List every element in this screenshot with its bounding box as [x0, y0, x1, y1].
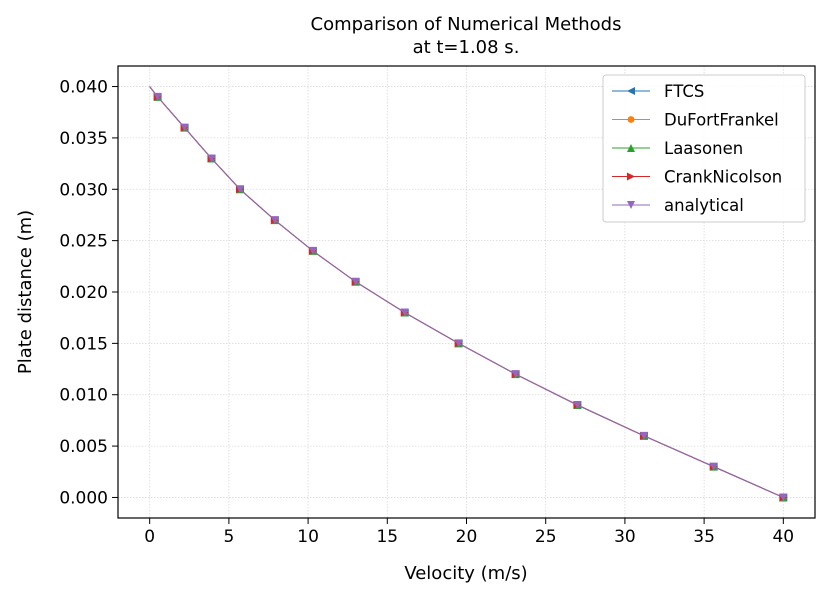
y-tick-label: 0.025 [59, 232, 108, 252]
data-point [779, 493, 788, 502]
legend: FTCS DuFortFrankel Laasonen CrankNicolson an… [602, 74, 806, 223]
x-tick-label: 0 [144, 527, 155, 547]
legend-frame [602, 74, 806, 223]
data-point [639, 431, 648, 440]
legend-label: CrankNicolson [664, 168, 782, 187]
y-tick-label: 0.030 [59, 180, 108, 200]
series-layer [149, 86, 788, 502]
data-point [400, 308, 409, 317]
y-tick-label: 0.020 [59, 283, 108, 303]
y-axis-label: Plate distance (m) [15, 210, 36, 374]
data-point [454, 339, 463, 348]
y-tick-label: 0.035 [59, 129, 108, 149]
x-axis-label: Velocity (m/s) [404, 563, 527, 584]
data-point [207, 154, 216, 163]
legend-entry: Laasonen [612, 139, 743, 158]
legend-entry: DuFortFrankel [612, 111, 779, 130]
legend-entry: analytical [612, 196, 744, 215]
legend-label: analytical [664, 196, 744, 215]
y-tick-label: 0.010 [59, 386, 108, 406]
legend-entry: CrankNicolson [612, 168, 782, 187]
data-point [709, 462, 718, 471]
legend-label: FTCS [664, 82, 704, 101]
legend-label: Laasonen [664, 139, 743, 158]
legend-entry: FTCS [612, 82, 704, 101]
x-tick-label: 5 [223, 527, 234, 547]
data-point [351, 277, 360, 286]
data-point [511, 370, 520, 379]
data-point [573, 401, 582, 409]
data-point [153, 92, 162, 101]
y-tick-label: 0.000 [59, 488, 108, 508]
legend-marker [627, 87, 635, 95]
x-tick-label: 40 [772, 527, 794, 547]
data-point [180, 123, 189, 132]
x-tick-label: 30 [614, 527, 636, 547]
x-tick-label: 25 [535, 527, 557, 547]
legend-marker [627, 172, 635, 181]
x-tick-label: 15 [376, 527, 398, 547]
data-point [270, 216, 279, 225]
x-tick-label: 10 [297, 527, 319, 547]
x-axis: 0 5 10 15 20 25 30 35 40 [144, 518, 794, 547]
legend-marker [627, 201, 635, 209]
y-tick-label: 0.040 [59, 78, 108, 98]
series-analytical [149, 86, 788, 502]
y-tick-label: 0.005 [59, 437, 108, 457]
grid [118, 66, 815, 518]
legend-marker [627, 144, 635, 152]
x-tick-label: 35 [693, 527, 715, 547]
chart-title-line-1: Comparison of Numerical Methods [311, 14, 622, 35]
legend-marker [627, 116, 635, 123]
y-axis: 0.000 0.005 0.010 0.015 0.020 0.025 0.030 0.035… [59, 78, 118, 508]
legend-label: DuFortFrankel [664, 111, 779, 130]
x-tick-label: 20 [456, 527, 478, 547]
chart-title-line-2: at t=1.08 s. [413, 37, 520, 58]
y-tick-label: 0.015 [59, 334, 108, 354]
data-point [308, 246, 317, 255]
data-point [235, 185, 244, 194]
